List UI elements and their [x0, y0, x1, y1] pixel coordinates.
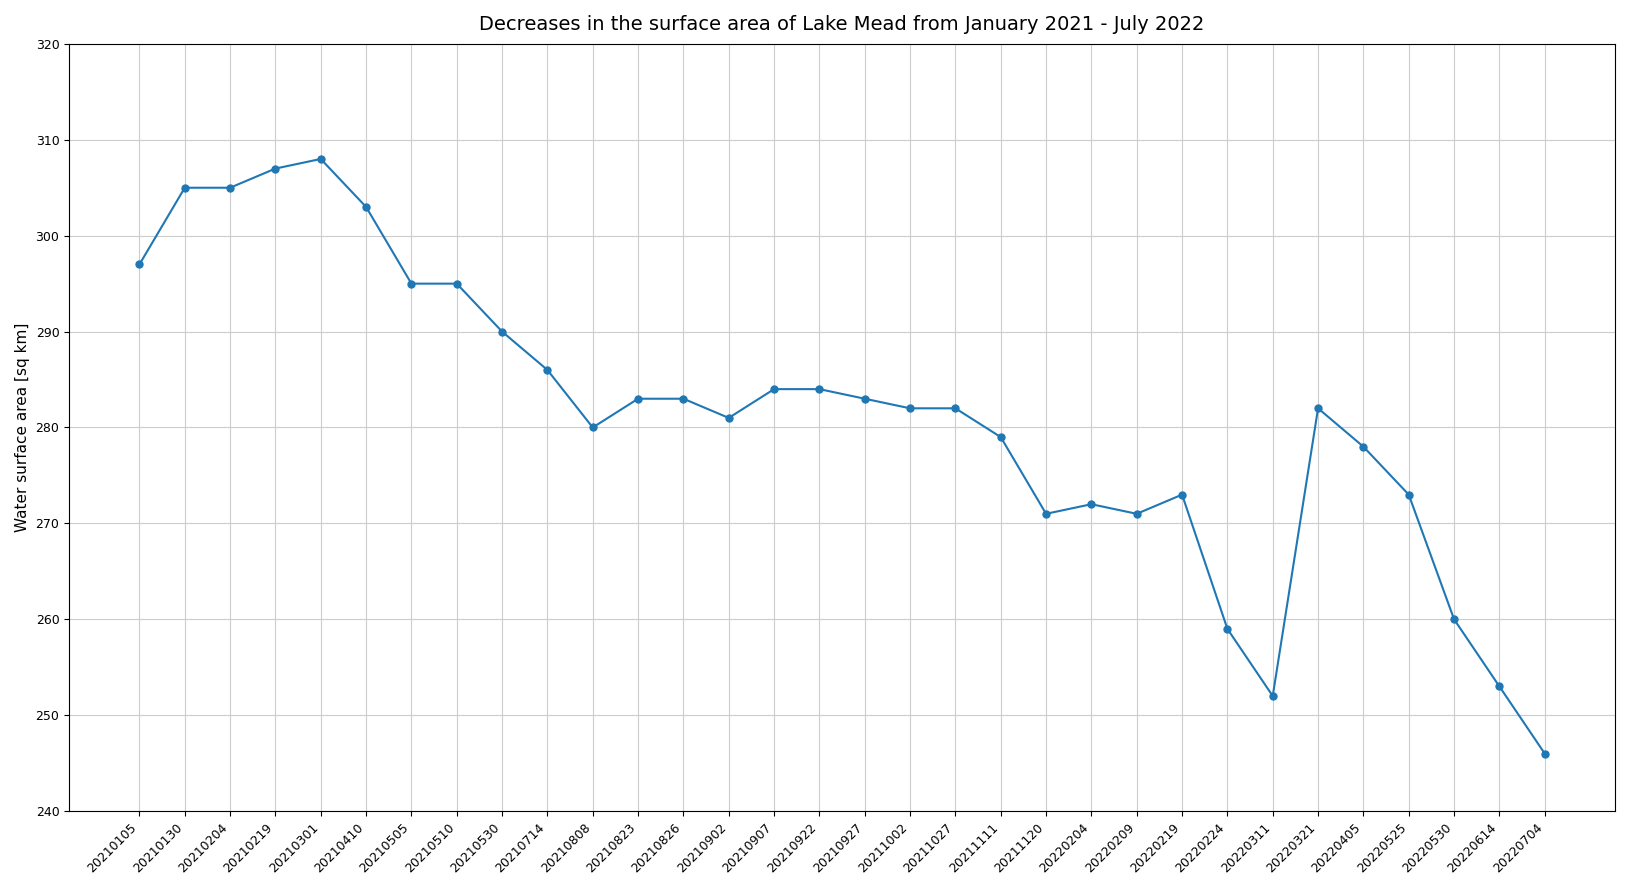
Title: Decreases in the surface area of Lake Mead from January 2021 - July 2022: Decreases in the surface area of Lake Me… — [479, 15, 1205, 34]
Y-axis label: Water surface area [sq km]: Water surface area [sq km] — [15, 323, 29, 532]
